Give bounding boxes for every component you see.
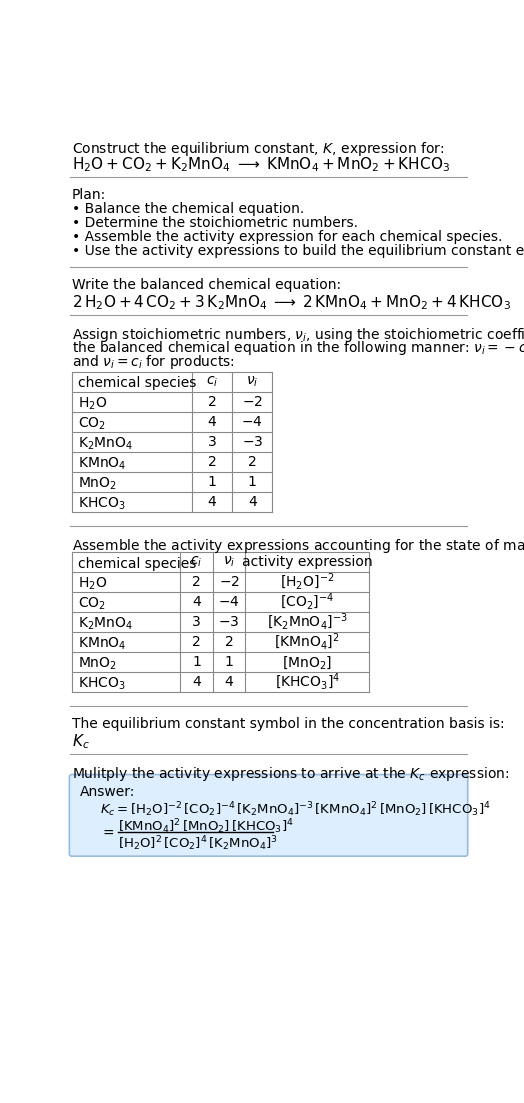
Text: 1: 1	[248, 475, 257, 489]
Text: $\mathrm{KMnO_4}$: $\mathrm{KMnO_4}$	[78, 636, 126, 652]
Text: $[\mathrm{K_2MnO_4}]^{-3}$: $[\mathrm{K_2MnO_4}]^{-3}$	[267, 612, 347, 632]
Text: chemical species: chemical species	[78, 557, 196, 570]
Text: $\mathrm{K_2MnO_4}$: $\mathrm{K_2MnO_4}$	[78, 615, 133, 632]
Text: $\mathrm{CO_2}$: $\mathrm{CO_2}$	[78, 416, 106, 432]
Text: activity expression: activity expression	[242, 555, 373, 569]
Text: $\mathrm{H_2O}$: $\mathrm{H_2O}$	[78, 576, 107, 592]
Text: $[\mathrm{KMnO_4}]^{2}\,[\mathrm{MnO_2}]\,[\mathrm{KHCO_3}]^{4}$: $[\mathrm{KMnO_4}]^{2}\,[\mathrm{MnO_2}]…	[118, 817, 294, 836]
Text: • Determine the stoichiometric numbers.: • Determine the stoichiometric numbers.	[72, 216, 358, 231]
Text: Assemble the activity expressions accounting for the state of matter and $\nu_i$: Assemble the activity expressions accoun…	[72, 537, 524, 555]
Text: Write the balanced chemical equation:: Write the balanced chemical equation:	[72, 278, 341, 292]
Text: $\mathrm{MnO_2}$: $\mathrm{MnO_2}$	[78, 475, 117, 492]
Text: $\mathrm{KHCO_3}$: $\mathrm{KHCO_3}$	[78, 676, 126, 693]
Text: Plan:: Plan:	[72, 188, 106, 202]
Text: $=$: $=$	[101, 825, 115, 838]
Text: $\mathrm{MnO_2}$: $\mathrm{MnO_2}$	[78, 656, 117, 673]
Text: the balanced chemical equation in the following manner: $\nu_i = -c_i$ for react: the balanced chemical equation in the fo…	[72, 340, 524, 357]
Text: 2: 2	[192, 575, 201, 589]
Text: $\nu_i$: $\nu_i$	[223, 555, 235, 569]
Text: Mulitply the activity expressions to arrive at the $K_c$ expression:: Mulitply the activity expressions to arr…	[72, 764, 509, 782]
Text: Assign stoichiometric numbers, $\nu_i$, using the stoichiometric coefficients, $: Assign stoichiometric numbers, $\nu_i$, …	[72, 325, 524, 344]
Text: 2: 2	[225, 635, 233, 649]
Text: $c_i$: $c_i$	[190, 555, 203, 569]
Text: and $\nu_i = c_i$ for products:: and $\nu_i = c_i$ for products:	[72, 353, 235, 372]
Text: Answer:: Answer:	[80, 784, 135, 799]
Text: $[\mathrm{MnO_2}]$: $[\mathrm{MnO_2}]$	[282, 654, 332, 671]
Text: 2: 2	[208, 454, 216, 469]
Text: • Assemble the activity expression for each chemical species.: • Assemble the activity expression for e…	[72, 231, 502, 244]
Text: $\mathrm{CO_2}$: $\mathrm{CO_2}$	[78, 596, 106, 612]
Text: 4: 4	[192, 675, 201, 689]
Text: chemical species: chemical species	[78, 376, 196, 390]
Text: The equilibrium constant symbol in the concentration basis is:: The equilibrium constant symbol in the c…	[72, 717, 504, 731]
Text: $K_c$: $K_c$	[72, 732, 90, 751]
Text: 1: 1	[208, 475, 216, 489]
Text: • Use the activity expressions to build the equilibrium constant expression.: • Use the activity expressions to build …	[72, 244, 524, 258]
Text: 4: 4	[208, 495, 216, 508]
Text: $-2$: $-2$	[242, 395, 263, 409]
Text: $\mathrm{2\,H_2O + 4\,CO_2 + 3\,K_2MnO_4 \;\longrightarrow\; 2\,KMnO_4 + MnO_2 +: $\mathrm{2\,H_2O + 4\,CO_2 + 3\,K_2MnO_4…	[72, 293, 511, 312]
Text: $\mathrm{K_2MnO_4}$: $\mathrm{K_2MnO_4}$	[78, 436, 133, 452]
Text: $\nu_i$: $\nu_i$	[246, 375, 258, 389]
Text: 2: 2	[248, 454, 257, 469]
Text: $[\mathrm{H_2O}]^{-2}$: $[\mathrm{H_2O}]^{-2}$	[280, 571, 334, 592]
Text: $-3$: $-3$	[242, 435, 263, 449]
Text: 4: 4	[248, 495, 257, 508]
Text: $\mathrm{KMnO_4}$: $\mathrm{KMnO_4}$	[78, 456, 126, 472]
Text: $[\mathrm{KMnO_4}]^{2}$: $[\mathrm{KMnO_4}]^{2}$	[275, 632, 340, 652]
Text: $-4$: $-4$	[242, 415, 263, 429]
Text: $-3$: $-3$	[219, 615, 239, 629]
Text: $[\mathrm{CO_2}]^{-4}$: $[\mathrm{CO_2}]^{-4}$	[280, 592, 334, 612]
Text: $[\mathrm{H_2O}]^{2}\,[\mathrm{CO_2}]^{4}\,[\mathrm{K_2MnO_4}]^{3}$: $[\mathrm{H_2O}]^{2}\,[\mathrm{CO_2}]^{4…	[118, 834, 278, 853]
Text: 3: 3	[192, 615, 201, 629]
Text: $c_i$: $c_i$	[206, 375, 218, 389]
Text: 4: 4	[192, 595, 201, 609]
Text: $K_c = [\mathrm{H_2O}]^{-2}\,[\mathrm{CO_2}]^{-4}\,[\mathrm{K_2MnO_4}]^{-3}\,[\m: $K_c = [\mathrm{H_2O}]^{-2}\,[\mathrm{CO…	[101, 800, 491, 818]
Text: $\mathrm{H_2O + CO_2 + K_2MnO_4 \;\longrightarrow\; KMnO_4 + MnO_2 + KHCO_3}$: $\mathrm{H_2O + CO_2 + K_2MnO_4 \;\longr…	[72, 156, 450, 174]
Text: 1: 1	[225, 655, 234, 670]
Text: $\mathrm{KHCO_3}$: $\mathrm{KHCO_3}$	[78, 496, 126, 512]
Text: 1: 1	[192, 655, 201, 670]
Text: • Balance the chemical equation.: • Balance the chemical equation.	[72, 203, 304, 216]
Text: $\mathrm{H_2O}$: $\mathrm{H_2O}$	[78, 396, 107, 413]
Text: 2: 2	[192, 635, 201, 649]
Text: $-4$: $-4$	[218, 595, 240, 609]
Text: Construct the equilibrium constant, $K$, expression for:: Construct the equilibrium constant, $K$,…	[72, 140, 444, 158]
Text: $-2$: $-2$	[219, 575, 239, 589]
Text: 4: 4	[225, 675, 233, 689]
Text: 4: 4	[208, 415, 216, 429]
FancyBboxPatch shape	[69, 774, 468, 856]
Text: 2: 2	[208, 395, 216, 409]
Text: 3: 3	[208, 435, 216, 449]
Text: $[\mathrm{KHCO_3}]^{4}$: $[\mathrm{KHCO_3}]^{4}$	[275, 672, 340, 693]
